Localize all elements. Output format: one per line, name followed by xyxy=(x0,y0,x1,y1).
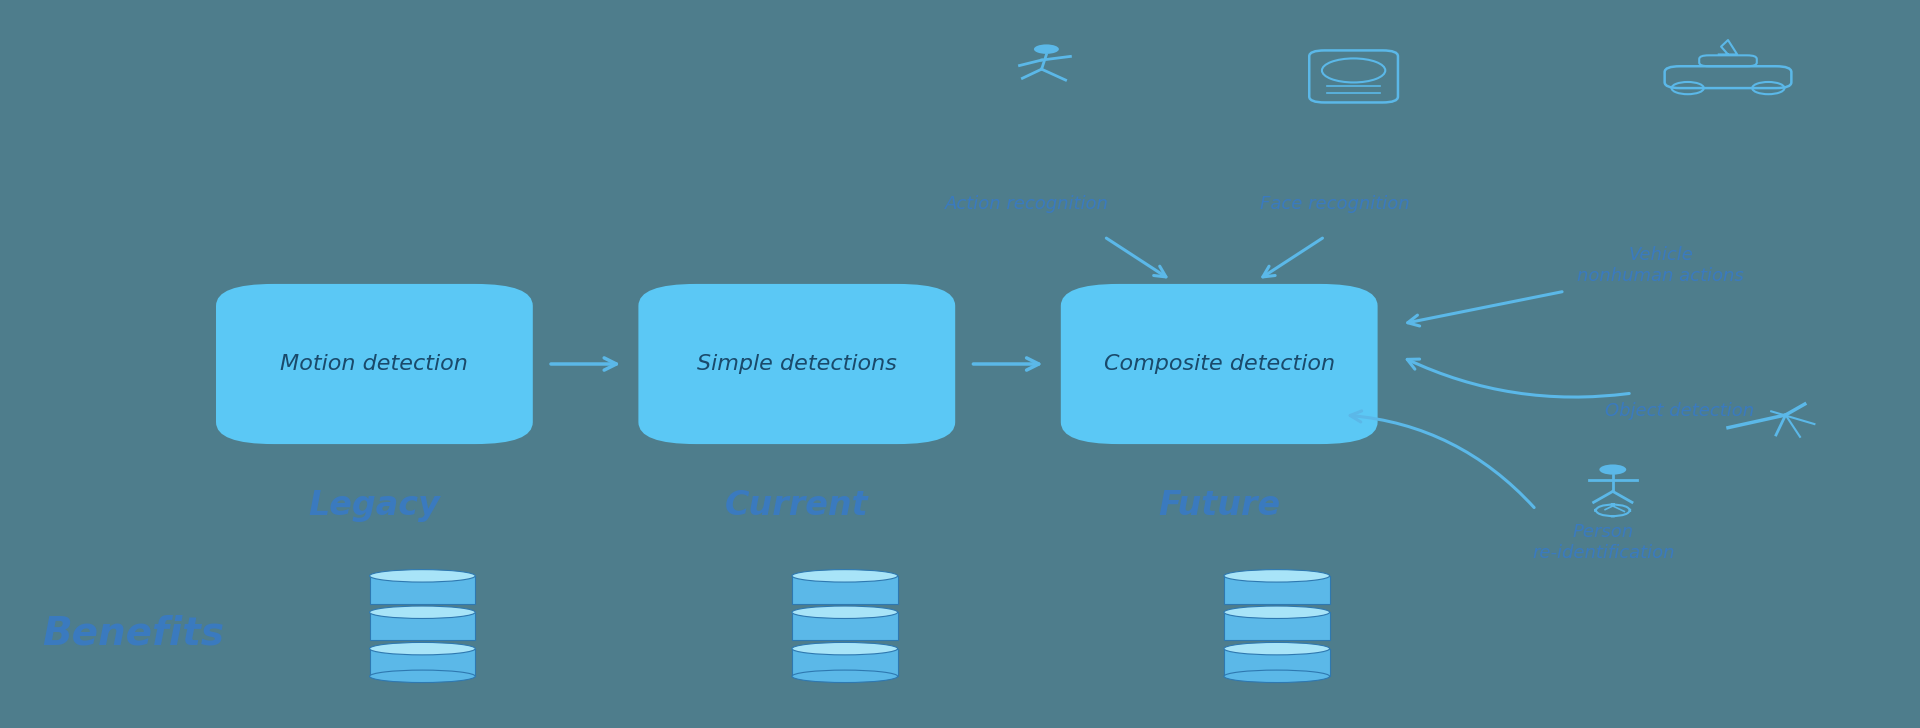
Bar xyxy=(1225,612,1331,640)
Text: Person
re-identification: Person re-identification xyxy=(1532,523,1674,562)
Text: Current: Current xyxy=(726,489,868,523)
Bar xyxy=(369,576,476,604)
Bar xyxy=(369,612,476,640)
Text: Benefits: Benefits xyxy=(42,614,225,652)
Bar xyxy=(791,576,899,604)
Ellipse shape xyxy=(369,670,476,683)
Ellipse shape xyxy=(1225,569,1331,582)
Text: Simple detections: Simple detections xyxy=(697,354,897,374)
Bar xyxy=(1225,576,1331,604)
FancyBboxPatch shape xyxy=(1060,284,1379,444)
Text: Composite detection: Composite detection xyxy=(1104,354,1334,374)
FancyBboxPatch shape xyxy=(637,284,954,444)
Bar xyxy=(791,612,899,640)
Text: Object detection: Object detection xyxy=(1605,403,1755,420)
Text: Action recognition: Action recognition xyxy=(945,195,1110,213)
Ellipse shape xyxy=(1225,670,1331,683)
Ellipse shape xyxy=(791,642,897,655)
Text: Future: Future xyxy=(1158,489,1281,523)
Bar xyxy=(791,649,899,676)
Ellipse shape xyxy=(369,642,476,655)
Ellipse shape xyxy=(1225,606,1331,619)
Ellipse shape xyxy=(369,569,476,582)
Circle shape xyxy=(1033,44,1060,54)
Ellipse shape xyxy=(791,670,897,683)
Text: Face recognition: Face recognition xyxy=(1260,195,1409,213)
Circle shape xyxy=(1599,464,1626,475)
Ellipse shape xyxy=(791,606,897,619)
Text: Legacy: Legacy xyxy=(309,489,440,523)
Text: Vehicle
nonhuman actions: Vehicle nonhuman actions xyxy=(1578,246,1743,285)
FancyBboxPatch shape xyxy=(215,284,534,444)
Ellipse shape xyxy=(791,569,897,582)
Text: Motion detection: Motion detection xyxy=(280,354,468,374)
Bar xyxy=(1225,649,1331,676)
Ellipse shape xyxy=(369,606,476,619)
Ellipse shape xyxy=(1225,642,1331,655)
Bar xyxy=(369,649,476,676)
